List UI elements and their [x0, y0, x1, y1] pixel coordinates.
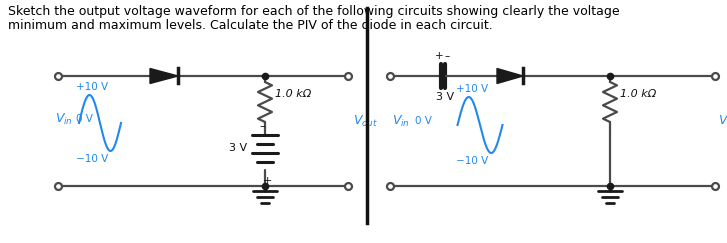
Text: −10 V: −10 V [456, 156, 489, 166]
Text: 1.0 kΩ: 1.0 kΩ [275, 89, 311, 99]
Text: 3 V: 3 V [436, 92, 454, 102]
Text: –: – [260, 121, 265, 131]
Text: minimum and maximum levels. Calculate the PIV of the diode in each circuit.: minimum and maximum levels. Calculate th… [8, 19, 493, 32]
Text: −10 V: −10 V [76, 154, 108, 164]
Text: $V_{out}$: $V_{out}$ [353, 113, 378, 129]
Polygon shape [497, 69, 523, 84]
Text: +: + [262, 176, 272, 186]
Text: $V_{in}$: $V_{in}$ [55, 112, 73, 127]
Text: $V_{in}$: $V_{in}$ [392, 113, 410, 129]
Text: $V_{out}$: $V_{out}$ [718, 113, 727, 129]
Text: Sketch the output voltage waveform for each of the following circuits showing cl: Sketch the output voltage waveform for e… [8, 5, 619, 18]
Text: –: – [444, 51, 449, 61]
Text: +: + [435, 51, 443, 61]
Text: 1.0 kΩ: 1.0 kΩ [620, 89, 656, 99]
Text: 3 V: 3 V [229, 143, 247, 153]
Text: 0 V: 0 V [415, 116, 432, 126]
Text: +10 V: +10 V [456, 84, 488, 94]
Text: 0 V: 0 V [76, 114, 93, 124]
Polygon shape [150, 69, 178, 84]
Text: +10 V: +10 V [76, 82, 108, 92]
